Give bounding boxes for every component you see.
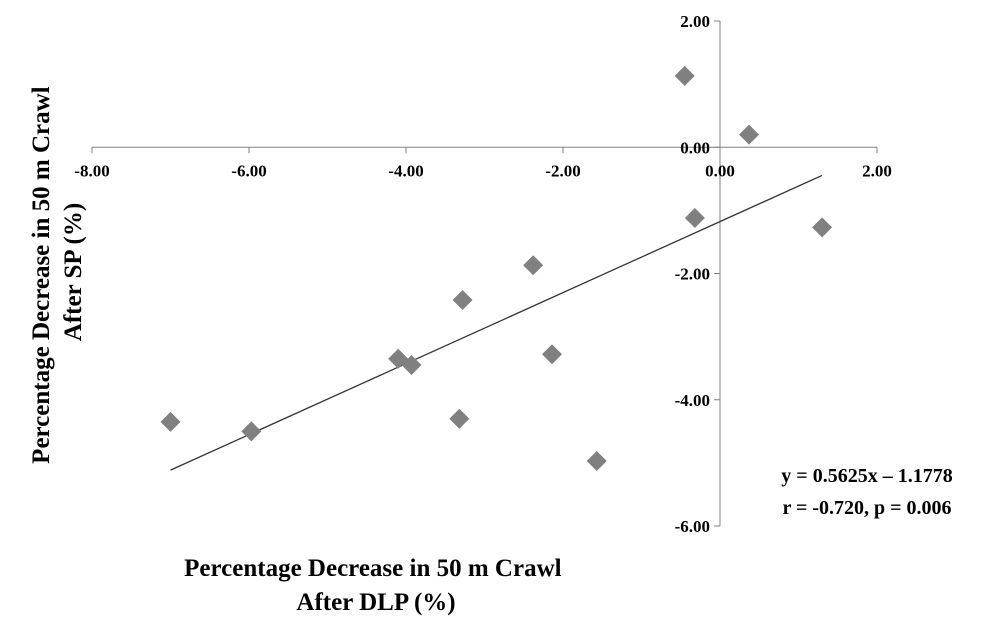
y-tick-label: -6.00 [675, 517, 710, 536]
data-point [160, 411, 181, 432]
data-point [586, 450, 607, 471]
trendline-layer [170, 174, 823, 471]
x-tick-label: 0.00 [705, 161, 735, 180]
trendline [170, 174, 823, 471]
x-tick-label: -8.00 [74, 161, 109, 180]
data-point [452, 290, 473, 311]
data-point [684, 207, 705, 228]
x-tick-labels: -8.00 -6.00 -4.00 -2.00 0.00 2.00 [74, 161, 892, 180]
data-point [241, 421, 262, 442]
regression-equation: y = 0.5625x – 1.1778 [781, 465, 952, 487]
correlation-stats: r = -0.720, p = 0.006 [782, 497, 951, 519]
data-point [812, 217, 833, 238]
y-tick-label: -4.00 [675, 391, 710, 410]
x-axis-title-line-1: Percentage Decrease in 50 m Crawl [184, 555, 561, 582]
data-point [739, 124, 760, 145]
x-tick-label: -4.00 [388, 161, 423, 180]
x-axis-title: Percentage Decrease in 50 m Crawl After … [184, 555, 568, 616]
x-axis-title-line-2: After DLP (%) [296, 589, 455, 616]
y-axis-title-line-1: Percentage Decrease in 50 m Crawl [28, 86, 55, 463]
data-point [449, 408, 470, 429]
data-point [401, 355, 422, 376]
x-tick-label: -2.00 [545, 161, 580, 180]
x-tick-label: 2.00 [862, 161, 892, 180]
x-tick-label: -6.00 [231, 161, 266, 180]
axes [91, 20, 878, 527]
data-point [674, 65, 695, 86]
y-tick-labels: -6.00 -4.00 -2.00 0.00 2.00 [675, 12, 710, 536]
y-tick-label: 0.00 [680, 138, 710, 157]
y-axis-title: Percentage Decrease in 50 m Crawl After … [28, 80, 87, 464]
data-point [542, 344, 563, 365]
y-axis-title-line-2: After SP (%) [60, 203, 87, 341]
y-tick-label: 2.00 [680, 12, 710, 31]
data-points [160, 65, 833, 471]
data-point [523, 255, 544, 276]
y-tick-label: -2.00 [675, 265, 710, 284]
